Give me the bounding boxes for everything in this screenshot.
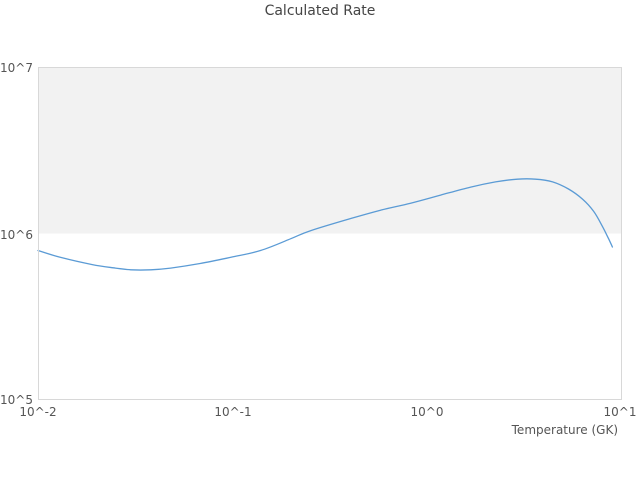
x-tick-label-1e0: 10^0 bbox=[410, 405, 444, 419]
y-tick-label-1e5: 10^5 bbox=[0, 393, 33, 407]
rate-curve bbox=[37, 178, 614, 271]
y-tick-label-1e6: 10^6 bbox=[0, 228, 33, 242]
x-tick-label-1e-1: 10^-1 bbox=[214, 405, 252, 419]
chart-title: Calculated Rate bbox=[264, 3, 376, 19]
y-tick-label-1e7: 10^7 bbox=[0, 61, 33, 75]
decade-band bbox=[38, 67, 622, 234]
x-tick-label-1e-2: 10^-2 bbox=[19, 405, 57, 419]
x-axis-label: Temperature (GK) bbox=[511, 423, 618, 437]
plot-frame bbox=[38, 67, 622, 400]
x-tick-label-1e1: 10^1 bbox=[603, 405, 637, 419]
